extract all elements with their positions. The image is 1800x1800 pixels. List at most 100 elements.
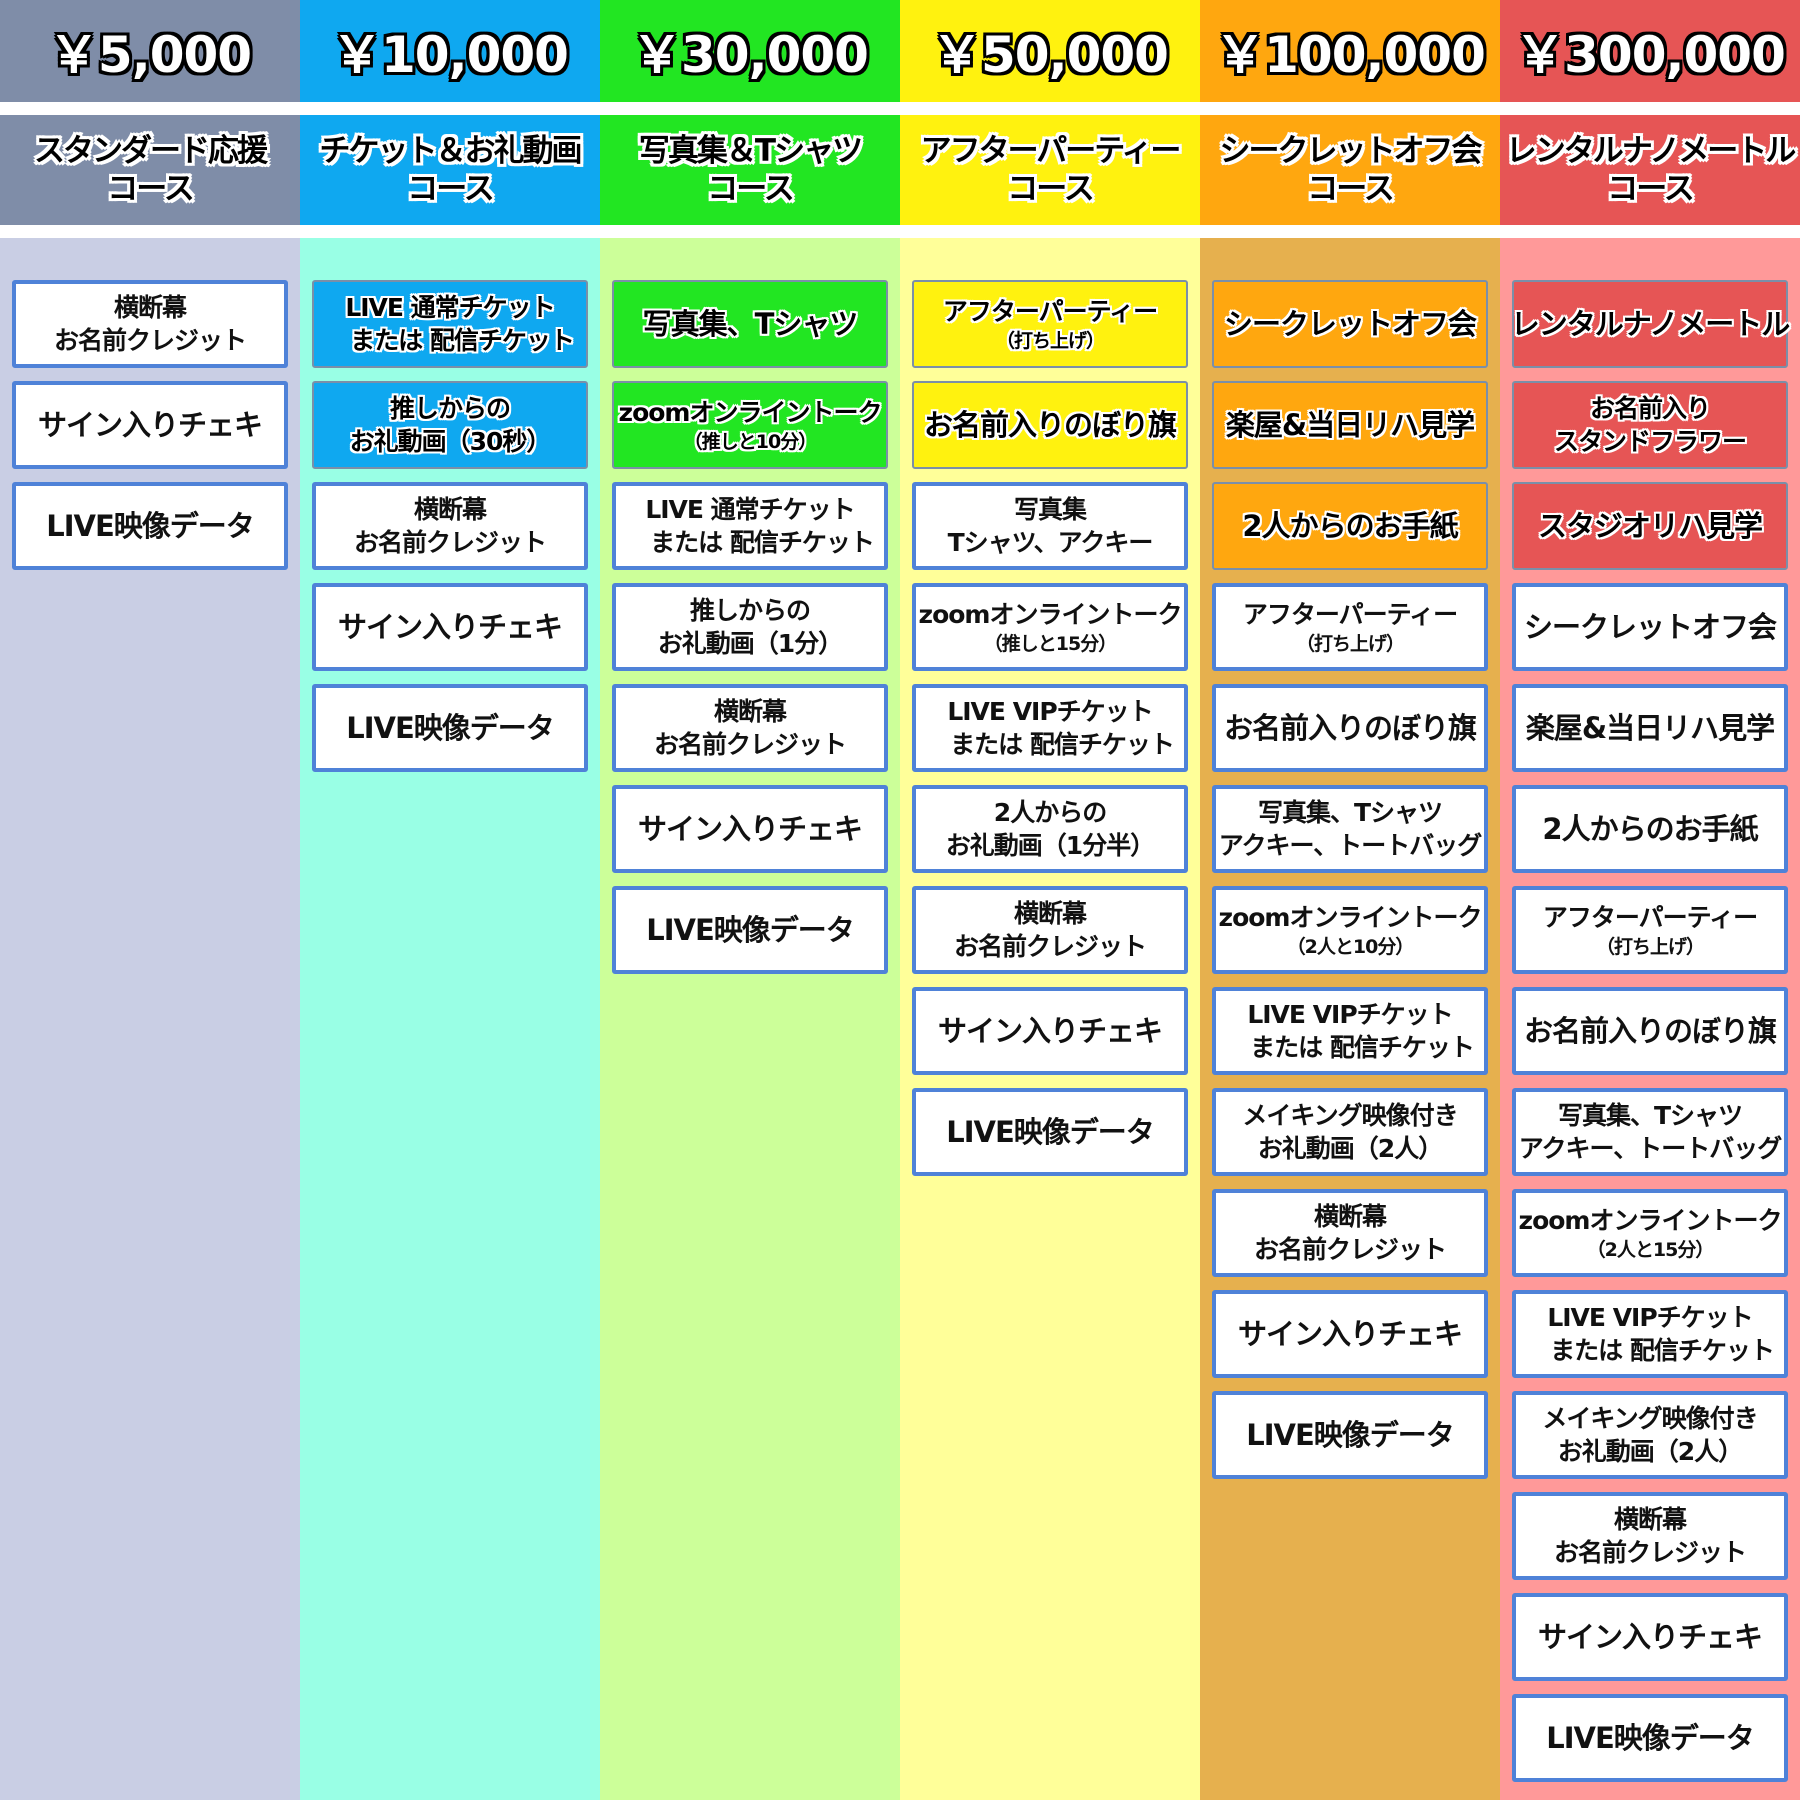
reward-item-line: または 配信チケット <box>326 326 575 355</box>
reward-item: LIVE VIPチケット または 配信チケット <box>1512 1290 1788 1378</box>
reward-item-line: サイン入りチェキ <box>937 1013 1163 1048</box>
reward-item: zoomオンライントーク （2人と10分） <box>1212 886 1488 974</box>
reward-item-line: zoomオンライントーク <box>918 599 1183 629</box>
reward-item-line: アフターパーティー <box>942 296 1158 326</box>
reward-item-line: お名前クレジット <box>1253 1235 1447 1264</box>
reward-item-line: LIVE VIPチケット <box>1247 1000 1453 1029</box>
reward-item-line: レンタルナノメートル <box>1510 306 1791 341</box>
reward-item-line: お名前クレジット <box>653 730 847 759</box>
reward-item-line: LIVE VIPチケット <box>1547 1303 1753 1332</box>
reward-item-new: シークレットオフ会 <box>1212 280 1488 368</box>
reward-item-line: LIVE映像データ <box>1546 1720 1755 1755</box>
reward-item: 横断幕 お名前クレジット <box>1512 1492 1788 1580</box>
reward-item: LIVE映像データ <box>1212 1391 1488 1479</box>
reward-item: シークレットオフ会 <box>1512 583 1788 671</box>
reward-item-line: または 配信チケット <box>626 528 875 557</box>
reward-item-new: お名前入りのぼり旗 <box>912 381 1188 469</box>
tier-title-line: 写真集＆Tシャツ <box>638 133 863 169</box>
reward-item-line: LIVE映像データ <box>946 1114 1155 1149</box>
tier-price: ￥10,000 <box>300 0 600 102</box>
divider <box>1200 225 1500 238</box>
tier-title: スタンダード応援 コース <box>0 115 300 225</box>
reward-item-line: サイン入りチェキ <box>337 609 563 644</box>
tier-title-line: アフターパーティー <box>920 133 1182 169</box>
reward-item-line: （2人と10分） <box>1286 935 1415 958</box>
reward-item-line: アフターパーティー <box>1542 902 1758 932</box>
reward-item: LIVE映像データ <box>912 1088 1188 1176</box>
reward-item-line: 写真集、Tシャツ <box>1557 1101 1743 1130</box>
divider <box>300 102 600 115</box>
reward-item-line: メイキング映像付き <box>1542 1404 1758 1433</box>
reward-list: アフターパーティー （打ち上げ） お名前入りのぼり旗 写真集 Tシャツ、アクキー zoom… <box>912 280 1188 1189</box>
tier-title-line: シークレットオフ会 <box>1219 133 1483 169</box>
tier-title: アフターパーティー コース <box>900 115 1200 225</box>
reward-item-line: 2人からの <box>993 798 1107 827</box>
tier-title: レンタルナノメートル コース <box>1500 115 1800 225</box>
divider <box>0 225 300 238</box>
tier-title: シークレットオフ会 コース <box>1200 115 1500 225</box>
reward-item: 2人からの お礼動画（1分半） <box>912 785 1188 873</box>
tier-body: LIVE 通常チケット または 配信チケット 推しからの お礼動画（30秒） 横断幕お… <box>300 238 600 1800</box>
reward-item-line: LIVE映像データ <box>1246 1417 1455 1452</box>
tier-title-line: コース <box>1307 171 1394 207</box>
reward-item-line: 推しからの <box>389 394 511 423</box>
tier-body: アフターパーティー （打ち上げ） お名前入りのぼり旗 写真集 Tシャツ、アクキー zoom… <box>900 238 1200 1800</box>
tier-price: ￥50,000 <box>900 0 1200 102</box>
reward-item-line: アクキー、トートバッグ <box>1518 1134 1783 1163</box>
reward-item-line: （打ち上げ） <box>995 329 1105 352</box>
divider <box>0 102 300 115</box>
tier-column: ￥10,000 チケット＆お礼動画 コース LIVE 通常チケット または 配信チケッ… <box>300 0 600 1800</box>
reward-item-line: 横断幕 <box>713 697 787 726</box>
reward-item-line: または 配信チケット <box>926 730 1175 759</box>
reward-item-line: LIVE 通常チケット <box>645 495 855 524</box>
tier-price: ￥5,000 <box>0 0 300 102</box>
reward-item: サイン入りチェキ <box>12 381 288 469</box>
reward-item-line: スタンドフラワー <box>1553 427 1747 456</box>
reward-item-new: スタジオリハ見学 <box>1512 482 1788 570</box>
tier-column: ￥300,000 レンタルナノメートル コース レンタルナノメートル お名前入り スタンド… <box>1500 0 1800 1800</box>
reward-item: LIVE映像データ <box>612 886 888 974</box>
reward-item: 横断幕 お名前クレジット <box>312 482 588 570</box>
divider <box>1200 102 1500 115</box>
tier-title-line: チケット＆お礼動画 <box>319 133 583 169</box>
reward-item-new: レンタルナノメートル <box>1510 280 1791 368</box>
reward-item: 写真集、Tシャツアクキー、トートバッグ <box>1512 1088 1788 1176</box>
reward-item-new: 推しからの お礼動画（30秒） <box>312 381 588 469</box>
divider <box>600 225 900 238</box>
reward-item: メイキング映像付き お礼動画（2人） <box>1212 1088 1488 1176</box>
reward-item-line: 推しからの <box>689 596 811 625</box>
reward-item: アフターパーティー （打ち上げ） <box>1212 583 1488 671</box>
tier-price: ￥30,000 <box>600 0 900 102</box>
tier-title-line: レンタルナノメートル <box>1505 133 1796 169</box>
reward-item-line: （打ち上げ） <box>1295 632 1405 655</box>
reward-item: 写真集、Tシャツ アクキー、トートバッグ <box>1212 785 1488 873</box>
reward-item-line: 横断幕 <box>413 495 487 524</box>
reward-item-line: 2人からのお手紙 <box>1242 508 1458 543</box>
reward-item: zoomオンライントーク （推しと15分） <box>912 583 1188 671</box>
tier-column: ￥50,000 アフターパーティー コース アフターパーティー （打ち上げ） お名前入りの… <box>900 0 1200 1800</box>
reward-item-line: お名前入り <box>1589 394 1711 423</box>
tier-title: チケット＆お礼動画 コース <box>300 115 600 225</box>
reward-item: 横断幕 お名前クレジット <box>1212 1189 1488 1277</box>
tier-title-line: スタンダード応援 <box>34 133 268 169</box>
divider <box>900 225 1200 238</box>
reward-item-line: 横断幕 <box>1613 1505 1687 1534</box>
reward-item-new: LIVE 通常チケット または 配信チケット <box>312 280 588 368</box>
reward-list: レンタルナノメートルお名前入りスタンドフラワースタジオリハ見学 シークレットオフ会… <box>1510 280 1791 1795</box>
reward-item-line: zoomオンライントーク <box>618 397 883 427</box>
reward-item-line: サイン入りチェキ <box>637 811 863 846</box>
reward-item: LIVE映像データ <box>1512 1694 1788 1782</box>
reward-item-line: LIVE映像データ <box>346 710 555 745</box>
reward-item-line: 横断幕 <box>113 293 187 322</box>
tier-column: ￥30,000 写真集＆Tシャツ コース 写真集、Tシャツ zoomオンライントーク （推… <box>600 0 900 1800</box>
tier-title-line: コース <box>107 171 194 207</box>
tier-body: シークレットオフ会 楽屋&当日リハ見学 2人からのお手紙 アフターパーティー （打ち上げ… <box>1200 238 1500 1800</box>
reward-item-line: お名前入りのぼり旗 <box>923 407 1177 442</box>
reward-item: サイン入りチェキ <box>612 785 888 873</box>
reward-item-line: （推しと15分） <box>983 632 1117 655</box>
reward-item-line: zoomオンライントーク <box>1518 1205 1783 1235</box>
reward-item-line: 横断幕 <box>1013 899 1087 928</box>
reward-item-line: サイン入りチェキ <box>1537 1619 1763 1654</box>
reward-item: サイン入りチェキ <box>312 583 588 671</box>
reward-item-line: LIVE 通常チケット <box>345 293 555 322</box>
